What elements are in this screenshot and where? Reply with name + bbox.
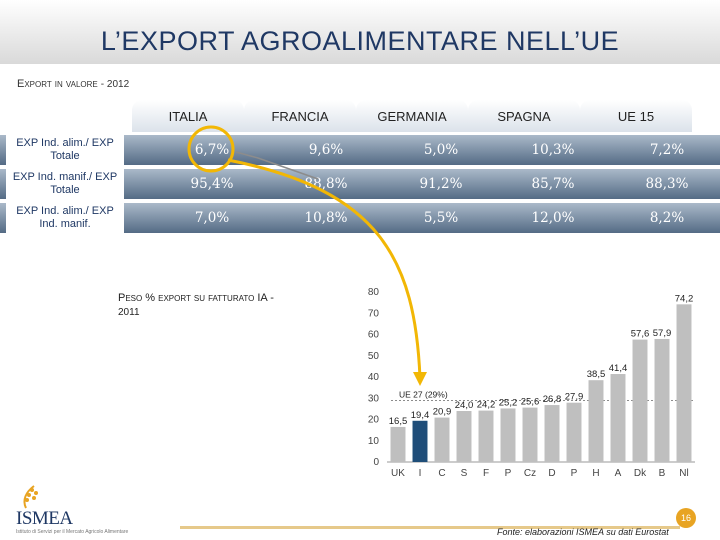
bar — [478, 410, 494, 462]
table-cell: 8,2% — [649, 210, 685, 226]
y-tick-label: 0 — [373, 457, 379, 468]
chart-caption: Peso % export su fatturato IA - — [118, 292, 274, 304]
x-tick-label: Dk — [634, 468, 647, 479]
chart-caption-dash: - — [270, 292, 274, 304]
bar — [500, 408, 516, 462]
bar-value-label: 57,9 — [653, 328, 672, 339]
source-note: Fonte: elaborazioni ISMEA su dati Eurost… — [497, 527, 669, 537]
x-tick-label: P — [505, 468, 512, 479]
table-cell: 9,6% — [308, 142, 344, 158]
footer-rule — [180, 526, 680, 529]
table-cell: 7,0% — [194, 210, 230, 226]
bar-value-label: 25,6 — [521, 397, 540, 408]
column-header-spagna: SPAGNA — [468, 100, 580, 132]
column-header-francia: FRANCIA — [244, 100, 356, 132]
chart-caption-main: Peso % export su fatturato IA — [118, 292, 268, 304]
x-tick-label: Nl — [679, 468, 688, 479]
reference-label: UE 27 (29%) — [399, 389, 448, 399]
y-tick-label: 50 — [368, 351, 380, 362]
column-header-germania: GERMANIA — [356, 100, 468, 132]
y-tick-label: 60 — [368, 330, 380, 341]
bar-value-label: 38,5 — [587, 369, 606, 380]
bar — [610, 374, 626, 462]
table-cell: 10,8% — [304, 210, 348, 226]
page-title: L’EXPORT AGROALIMENTARE NELL’UE — [100, 26, 620, 56]
x-tick-label: F — [483, 468, 489, 479]
y-tick-label: 40 — [368, 372, 380, 383]
bar-value-label: 57,6 — [631, 329, 650, 340]
bar — [456, 411, 472, 462]
y-tick-label: 30 — [368, 393, 380, 404]
table-cell: 95,4% — [190, 176, 234, 192]
y-tick-label: 80 — [368, 287, 380, 298]
x-tick-label: H — [592, 468, 599, 479]
table-cell: 7,2% — [649, 142, 685, 158]
bar-value-label: 16,5 — [389, 416, 408, 427]
x-tick-label: S — [461, 468, 468, 479]
bar — [588, 380, 604, 462]
table-cell: 12,0% — [531, 210, 575, 226]
bar-value-label: 20,9 — [433, 407, 452, 418]
section-subtitle: Export in valore - 2012 — [17, 78, 129, 90]
y-tick-label: 10 — [368, 436, 380, 447]
x-tick-label: D — [548, 468, 555, 479]
x-tick-label: I — [419, 468, 422, 479]
bar — [390, 426, 406, 462]
bar-value-label: 41,4 — [609, 363, 628, 374]
chart-caption-year: 2011 — [118, 307, 140, 318]
table-cell: 10,3% — [531, 142, 575, 158]
bar — [522, 407, 538, 462]
bar-value-label: 25,2 — [499, 397, 518, 408]
table-cell: 91,2% — [419, 176, 463, 192]
table-cell: 6,7% — [194, 142, 230, 158]
column-header-ue15: UE 15 — [580, 100, 692, 132]
logo-name: ISMEA — [16, 508, 73, 529]
bar-value-label: 24,2 — [477, 400, 496, 411]
x-tick-label: UK — [391, 468, 405, 479]
column-header-italia: ITALIA — [132, 100, 244, 132]
table-cell: 88,3% — [645, 176, 689, 192]
logo-subtext: Istituto di Servizi per il Mercato Agric… — [16, 529, 129, 535]
y-tick-label: 20 — [368, 415, 380, 426]
bar — [632, 339, 648, 462]
bar-value-label: 26,8 — [543, 394, 562, 405]
bar — [412, 420, 428, 462]
bar-value-label: 27,9 — [565, 392, 584, 403]
bar — [544, 405, 560, 462]
bar-value-label: 24,0 — [455, 400, 474, 411]
subtitle-year: - 2012 — [100, 79, 130, 90]
row-label: EXP Ind. alim./ EXP Totale — [6, 135, 124, 165]
bar — [654, 338, 670, 462]
bar — [676, 304, 692, 462]
page-number: 16 — [676, 508, 696, 528]
bar — [566, 402, 582, 462]
row-label: EXP Ind. alim./ EXP Ind. manif. — [6, 203, 124, 233]
bar-chart: 0 10 20 30 40 50 60 70 80 UE 27 (29%) 16,5 UK 19,4 I 2… — [368, 287, 695, 479]
row-label: EXP Ind. manif./ EXP Totale — [6, 169, 124, 199]
title-bar — [0, 0, 720, 64]
x-tick-label: P — [571, 468, 578, 479]
bar-value-label: 19,4 — [411, 410, 430, 421]
subtitle-main: Export in valore — [17, 78, 98, 90]
table-cell: 88,8% — [304, 176, 348, 192]
bar — [434, 417, 450, 462]
y-tick-label: 70 — [368, 308, 380, 319]
table-cell: 5,5% — [423, 210, 459, 226]
x-tick-label: Cz — [524, 468, 536, 479]
x-tick-label: B — [659, 468, 666, 479]
table-cell: 85,7% — [531, 176, 575, 192]
x-tick-label: A — [615, 468, 622, 479]
bar-value-label: 74,2 — [675, 293, 694, 304]
x-tick-label: C — [438, 468, 445, 479]
ismea-logo — [12, 484, 92, 536]
table-cell: 5,0% — [423, 142, 459, 158]
